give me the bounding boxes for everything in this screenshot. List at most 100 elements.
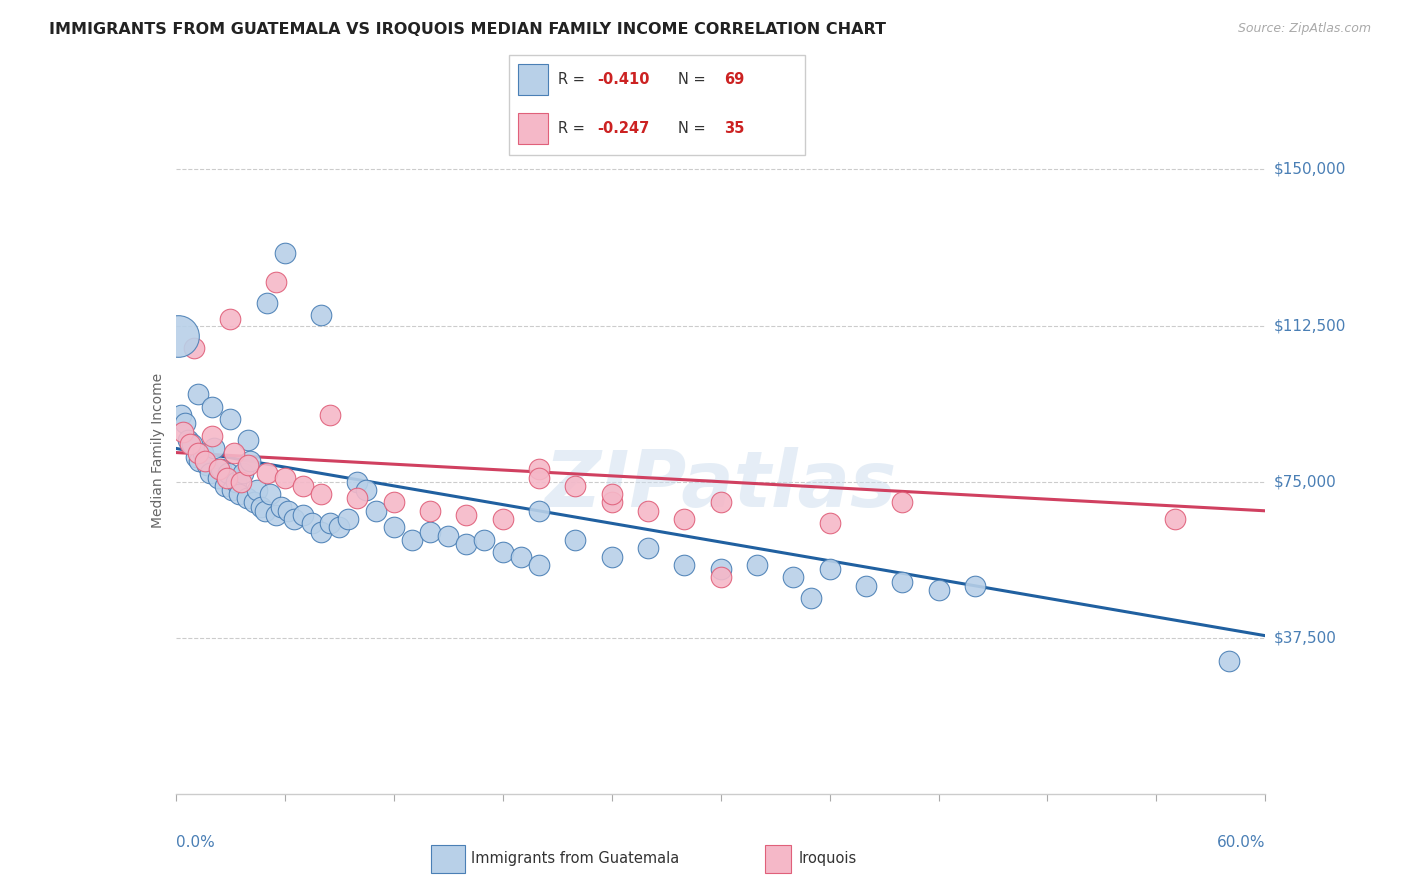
Point bbox=[167, 329, 190, 343]
Point bbox=[217, 467, 239, 481]
Point bbox=[179, 437, 201, 451]
Point bbox=[207, 470, 229, 484]
Point bbox=[456, 537, 478, 551]
Point bbox=[200, 467, 222, 481]
Point bbox=[855, 579, 877, 593]
Point bbox=[228, 487, 250, 501]
Text: -0.247: -0.247 bbox=[596, 121, 650, 136]
Point bbox=[195, 458, 218, 472]
Point bbox=[309, 308, 332, 322]
Point bbox=[419, 524, 441, 539]
Point bbox=[673, 512, 696, 526]
Point bbox=[818, 516, 841, 531]
Text: R =: R = bbox=[558, 71, 589, 87]
Text: 0.0%: 0.0% bbox=[176, 835, 215, 850]
Point bbox=[419, 504, 441, 518]
Point bbox=[364, 504, 387, 518]
Point bbox=[209, 462, 232, 476]
Point bbox=[527, 462, 550, 476]
Point bbox=[673, 558, 696, 572]
Point bbox=[219, 312, 242, 326]
Point bbox=[243, 495, 266, 509]
FancyBboxPatch shape bbox=[765, 846, 790, 872]
Text: -0.410: -0.410 bbox=[596, 71, 650, 87]
Point bbox=[172, 425, 194, 439]
Point bbox=[264, 275, 287, 289]
Point bbox=[710, 495, 733, 509]
Point bbox=[1218, 654, 1240, 668]
Point bbox=[283, 512, 305, 526]
Point bbox=[231, 475, 253, 489]
Text: 60.0%: 60.0% bbox=[1218, 835, 1265, 850]
Point bbox=[337, 512, 360, 526]
Text: 69: 69 bbox=[724, 71, 744, 87]
Point bbox=[186, 445, 209, 459]
Point bbox=[745, 558, 768, 572]
Text: R =: R = bbox=[558, 121, 589, 136]
Point bbox=[1163, 512, 1185, 526]
Point bbox=[527, 470, 550, 484]
Point bbox=[186, 387, 209, 401]
Point bbox=[274, 245, 297, 260]
Point bbox=[201, 429, 224, 443]
Point bbox=[600, 549, 623, 564]
Text: N =: N = bbox=[679, 71, 710, 87]
Point bbox=[564, 479, 586, 493]
Point bbox=[215, 470, 238, 484]
Point bbox=[319, 516, 342, 531]
Point bbox=[474, 533, 496, 547]
Point bbox=[208, 462, 231, 476]
Point bbox=[259, 487, 281, 501]
Point bbox=[309, 524, 332, 539]
Point bbox=[239, 454, 262, 468]
Point bbox=[221, 483, 243, 497]
Text: $150,000: $150,000 bbox=[1274, 162, 1346, 177]
Point bbox=[928, 582, 950, 597]
Point bbox=[600, 495, 623, 509]
Point bbox=[253, 504, 276, 518]
Point bbox=[246, 483, 269, 497]
Point bbox=[456, 508, 478, 522]
Point bbox=[219, 412, 242, 426]
Point bbox=[891, 574, 914, 589]
Text: $112,500: $112,500 bbox=[1274, 318, 1346, 333]
FancyBboxPatch shape bbox=[519, 113, 548, 144]
Point bbox=[509, 549, 531, 564]
Point bbox=[637, 541, 659, 556]
Point bbox=[188, 454, 211, 468]
Point bbox=[181, 437, 204, 451]
Point bbox=[277, 504, 299, 518]
Point bbox=[184, 450, 207, 464]
Point bbox=[319, 408, 342, 422]
Point bbox=[238, 458, 260, 472]
Text: ZIPatlas: ZIPatlas bbox=[544, 447, 897, 523]
Text: Source: ZipAtlas.com: Source: ZipAtlas.com bbox=[1237, 22, 1371, 36]
FancyBboxPatch shape bbox=[430, 846, 465, 872]
Point bbox=[250, 500, 273, 514]
Point bbox=[177, 433, 200, 447]
Point bbox=[232, 467, 254, 481]
FancyBboxPatch shape bbox=[519, 64, 548, 95]
Point bbox=[191, 445, 214, 459]
Text: 35: 35 bbox=[724, 121, 744, 136]
Text: IMMIGRANTS FROM GUATEMALA VS IROQUOIS MEDIAN FAMILY INCOME CORRELATION CHART: IMMIGRANTS FROM GUATEMALA VS IROQUOIS ME… bbox=[49, 22, 886, 37]
Point bbox=[818, 562, 841, 576]
Point bbox=[782, 570, 804, 584]
Point bbox=[527, 504, 550, 518]
Point bbox=[264, 508, 287, 522]
Point bbox=[710, 562, 733, 576]
Point bbox=[328, 520, 350, 534]
Text: $75,000: $75,000 bbox=[1274, 475, 1337, 489]
Point bbox=[492, 545, 515, 559]
Point bbox=[710, 570, 733, 584]
Point bbox=[256, 467, 278, 481]
Point bbox=[235, 491, 257, 506]
Point bbox=[800, 591, 823, 606]
Point bbox=[301, 516, 323, 531]
Y-axis label: Median Family Income: Median Family Income bbox=[150, 373, 165, 528]
Point bbox=[256, 295, 278, 310]
Point bbox=[356, 483, 378, 497]
Point bbox=[382, 520, 405, 534]
Point bbox=[564, 533, 586, 547]
Text: $37,500: $37,500 bbox=[1274, 631, 1337, 645]
